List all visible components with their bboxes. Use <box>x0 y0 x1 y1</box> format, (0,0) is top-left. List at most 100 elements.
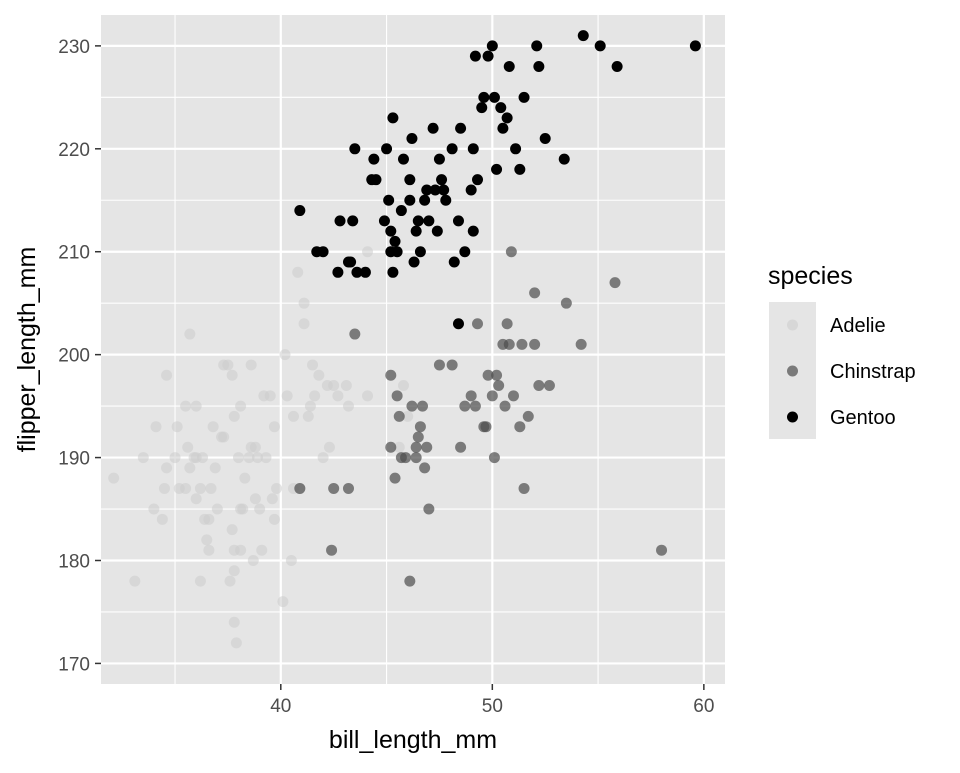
data-point-gentoo <box>421 184 433 196</box>
data-point-adelie <box>108 472 120 484</box>
data-point-adelie <box>277 596 289 608</box>
data-point-gentoo <box>476 102 488 114</box>
data-point-gentoo <box>467 225 479 237</box>
data-point-chinstrap <box>410 452 422 464</box>
data-point-adelie <box>161 462 173 474</box>
data-point-adelie <box>393 441 405 453</box>
data-point-chinstrap <box>414 421 426 433</box>
data-point-chinstrap <box>406 400 418 412</box>
data-point-adelie <box>362 246 374 258</box>
data-point-adelie <box>302 410 314 422</box>
data-point-chinstrap <box>491 369 503 381</box>
data-point-adelie <box>222 359 234 371</box>
data-point-gentoo <box>347 215 359 227</box>
data-point-adelie <box>271 482 283 494</box>
data-point-adelie <box>182 441 194 453</box>
data-point-gentoo <box>387 112 399 124</box>
data-point-adelie <box>249 441 261 453</box>
data-point-gentoo <box>440 194 452 206</box>
data-point-adelie <box>279 349 291 361</box>
data-point-gentoo <box>510 143 522 155</box>
data-point-gentoo <box>452 215 464 227</box>
data-point-gentoo <box>406 133 418 145</box>
data-point-adelie <box>252 452 264 464</box>
series-chinstrap <box>294 246 668 587</box>
data-point-adelie <box>260 452 272 464</box>
data-point-gentoo <box>472 174 484 186</box>
data-point-gentoo <box>351 266 363 278</box>
data-point-chinstrap <box>505 246 517 258</box>
y-axis-title: flipper_length_mm <box>13 247 41 453</box>
data-point-adelie <box>237 503 249 515</box>
data-point-gentoo <box>404 174 416 186</box>
data-point-chinstrap <box>518 482 530 494</box>
data-point-adelie <box>226 524 238 536</box>
data-point-gentoo <box>389 235 401 247</box>
data-point-chinstrap <box>455 441 467 453</box>
data-point-chinstrap <box>393 410 405 422</box>
data-point-adelie <box>169 452 181 464</box>
data-point-adelie <box>340 380 352 392</box>
data-point-chinstrap <box>529 287 541 299</box>
data-point-chinstrap <box>410 441 422 453</box>
data-point-adelie <box>323 441 335 453</box>
data-point-chinstrap <box>480 421 492 433</box>
data-point-adelie <box>287 410 299 422</box>
data-point-adelie <box>203 544 215 556</box>
legend-label-gentoo: Gentoo <box>830 407 896 429</box>
data-point-adelie <box>298 297 310 309</box>
data-point-adelie <box>298 318 310 330</box>
data-point-chinstrap <box>385 441 397 453</box>
data-point-chinstrap <box>400 452 412 464</box>
data-point-adelie <box>313 369 325 381</box>
data-point-adelie <box>230 637 242 649</box>
data-point-gentoo <box>431 225 443 237</box>
data-point-gentoo <box>689 40 701 52</box>
legend-title: species <box>768 262 853 290</box>
data-point-gentoo <box>469 50 481 62</box>
data-point-adelie <box>197 452 209 464</box>
data-point-gentoo <box>577 30 589 42</box>
data-point-adelie <box>264 390 276 402</box>
data-point-adelie <box>228 616 240 628</box>
data-point-gentoo <box>611 60 623 72</box>
data-point-gentoo <box>419 194 431 206</box>
data-point-chinstrap <box>656 544 668 556</box>
data-point-gentoo <box>433 153 445 165</box>
data-point-adelie <box>171 421 183 433</box>
data-point-adelie <box>245 359 257 371</box>
data-point-gentoo <box>455 122 467 134</box>
data-point-gentoo <box>345 256 357 268</box>
data-point-gentoo <box>317 246 329 258</box>
data-point-adelie <box>397 380 409 392</box>
data-point-chinstrap <box>493 380 505 392</box>
data-point-adelie <box>184 328 196 340</box>
data-point-gentoo <box>533 60 545 72</box>
data-point-chinstrap <box>465 390 477 402</box>
data-point-adelie <box>218 431 230 443</box>
data-point-adelie <box>194 482 206 494</box>
y-tick-label: 200 <box>58 346 90 367</box>
data-point-gentoo <box>488 91 500 103</box>
data-point-chinstrap <box>349 328 361 340</box>
data-point-adelie <box>309 390 321 402</box>
data-point-chinstrap <box>486 390 498 402</box>
legend-key-gentoo <box>787 411 798 423</box>
data-point-gentoo <box>387 266 399 278</box>
y-tick-label: 230 <box>58 37 90 58</box>
data-point-chinstrap <box>560 297 572 309</box>
data-point-gentoo <box>359 266 371 278</box>
data-point-gentoo <box>385 246 397 258</box>
data-point-gentoo <box>368 153 380 165</box>
data-point-chinstrap <box>514 421 526 433</box>
data-point-adelie <box>150 421 162 433</box>
data-point-adelie <box>156 513 168 525</box>
data-point-adelie <box>137 452 149 464</box>
axes: 40 50 60 170 180 190 200 210 220 230 <box>58 37 714 717</box>
data-point-adelie <box>226 369 238 381</box>
data-point-gentoo <box>558 153 570 165</box>
data-point-chinstrap <box>522 410 534 422</box>
data-point-gentoo <box>497 122 509 134</box>
y-tick-label: 220 <box>58 140 90 161</box>
